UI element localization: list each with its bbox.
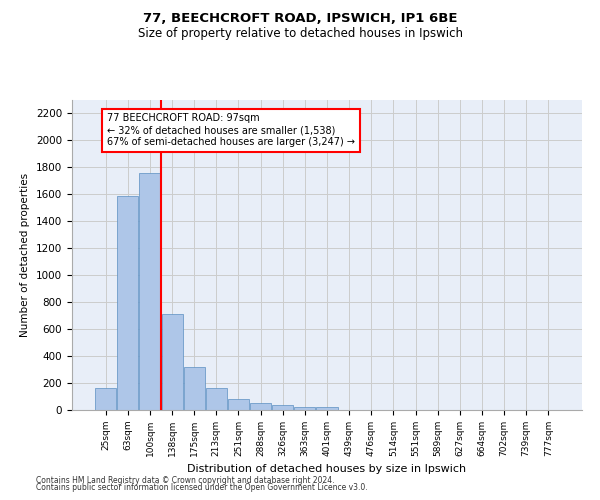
Bar <box>316 406 338 410</box>
X-axis label: Distribution of detached houses by size in Ipswich: Distribution of detached houses by size … <box>187 464 467 474</box>
Bar <box>118 196 139 410</box>
Bar <box>206 388 227 410</box>
Text: Contains HM Land Registry data © Crown copyright and database right 2024.: Contains HM Land Registry data © Crown c… <box>36 476 335 485</box>
Text: Size of property relative to detached houses in Ipswich: Size of property relative to detached ho… <box>137 28 463 40</box>
Bar <box>95 388 116 410</box>
Bar <box>272 406 293 410</box>
Text: 77, BEECHCROFT ROAD, IPSWICH, IP1 6BE: 77, BEECHCROFT ROAD, IPSWICH, IP1 6BE <box>143 12 457 26</box>
Bar <box>250 402 271 410</box>
Bar <box>139 173 160 410</box>
Y-axis label: Number of detached properties: Number of detached properties <box>20 173 31 337</box>
Bar <box>161 314 182 410</box>
Text: 77 BEECHCROFT ROAD: 97sqm
← 32% of detached houses are smaller (1,538)
67% of se: 77 BEECHCROFT ROAD: 97sqm ← 32% of detac… <box>107 114 355 146</box>
Text: Contains public sector information licensed under the Open Government Licence v3: Contains public sector information licen… <box>36 484 368 492</box>
Bar <box>295 406 316 410</box>
Bar <box>184 367 205 410</box>
Bar <box>228 398 249 410</box>
